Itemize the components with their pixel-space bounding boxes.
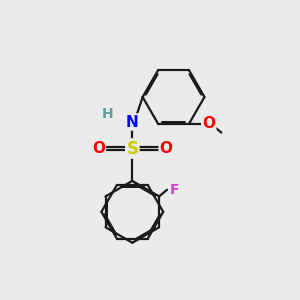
Text: N: N xyxy=(126,115,139,130)
Text: H: H xyxy=(101,107,113,121)
Text: S: S xyxy=(126,140,138,158)
Text: O: O xyxy=(202,116,215,131)
Text: O: O xyxy=(160,141,173,156)
Text: O: O xyxy=(92,141,105,156)
Text: F: F xyxy=(169,183,179,197)
